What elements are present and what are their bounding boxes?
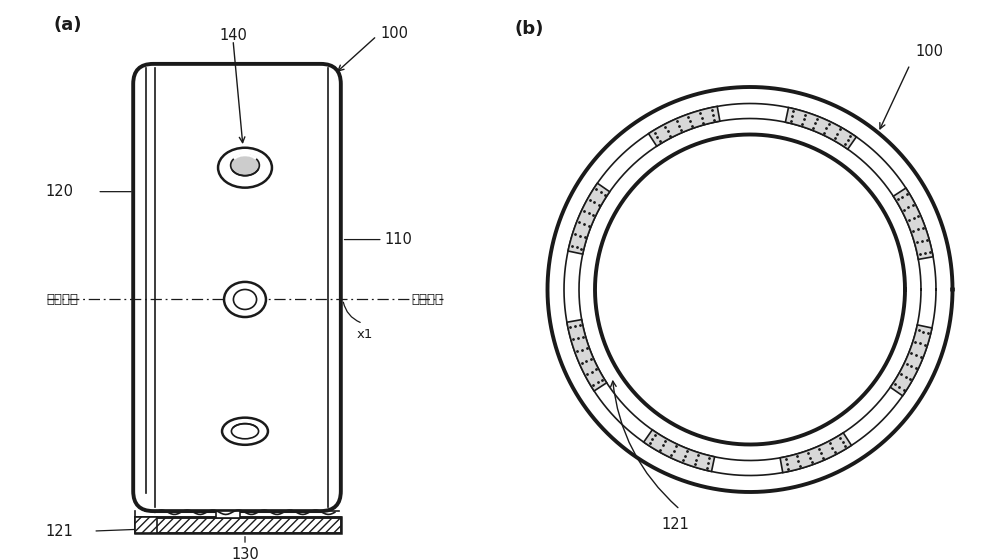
Text: （前側）: （前側） xyxy=(412,293,444,306)
Text: (b): (b) xyxy=(515,20,544,37)
Ellipse shape xyxy=(224,282,266,317)
Polygon shape xyxy=(644,430,715,471)
Text: 130: 130 xyxy=(231,547,259,559)
Bar xyxy=(216,511,240,518)
Ellipse shape xyxy=(231,424,259,439)
Text: 120: 120 xyxy=(45,184,73,199)
Bar xyxy=(135,517,157,533)
Text: 140: 140 xyxy=(219,29,247,44)
Text: 121: 121 xyxy=(45,524,73,538)
Ellipse shape xyxy=(218,148,272,188)
Text: （后側）: （后側） xyxy=(46,293,78,306)
Text: 110: 110 xyxy=(385,232,413,247)
Bar xyxy=(135,517,341,533)
Text: 100: 100 xyxy=(381,26,409,41)
Bar xyxy=(135,517,341,533)
Polygon shape xyxy=(893,188,933,259)
FancyBboxPatch shape xyxy=(133,64,341,511)
Polygon shape xyxy=(780,433,851,472)
Text: (a): (a) xyxy=(53,16,82,34)
Text: 100: 100 xyxy=(915,45,943,59)
Ellipse shape xyxy=(231,155,259,176)
Text: 121: 121 xyxy=(661,517,689,532)
Ellipse shape xyxy=(222,418,268,445)
Polygon shape xyxy=(568,183,610,254)
Polygon shape xyxy=(567,320,607,391)
Polygon shape xyxy=(785,107,856,149)
Text: x1: x1 xyxy=(357,328,373,341)
Polygon shape xyxy=(890,325,932,396)
Polygon shape xyxy=(649,106,720,146)
Ellipse shape xyxy=(233,290,257,310)
